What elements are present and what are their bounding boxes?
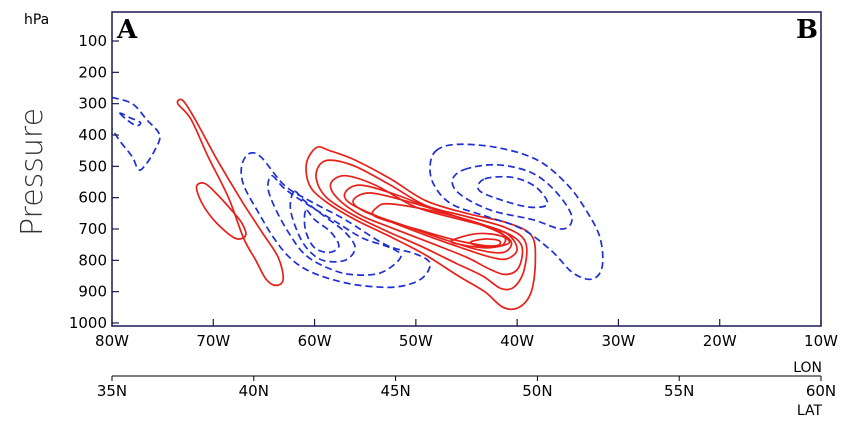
positive-contour [469, 238, 502, 248]
y-tick-label: 700 [78, 220, 107, 238]
negative-contour [429, 143, 604, 281]
lon-axis: 80W 70W 60W 50W 40W 30W 20W 10W [95, 319, 838, 350]
negative-contour [112, 96, 161, 171]
lon-tick-label: 10W [804, 332, 838, 350]
lat-axis: 35N 40N 45N 50N 55N 60N [97, 375, 836, 400]
lon-tick-label: 30W [601, 332, 635, 350]
negative-contour [119, 112, 142, 127]
plot-frame [111, 11, 822, 327]
negative-contour [240, 151, 431, 289]
lat-tick-label: 45N [380, 382, 410, 400]
y-tick-label: 800 [78, 251, 107, 269]
lon-tick-label: 60W [298, 332, 332, 350]
y-unit-label: hPa [24, 12, 49, 28]
contour-layer [112, 96, 604, 311]
y-axis: 100 200 300 400 500 600 700 800 900 1000 [69, 32, 119, 332]
negative-contour [303, 209, 340, 254]
negative-contour [477, 175, 549, 209]
lat-tick-label: 50N [522, 382, 552, 400]
corner-label-a: A [116, 15, 138, 45]
corner-label-b: B [796, 15, 818, 45]
positive-contour [305, 145, 537, 311]
lon-axis-title: LON [793, 360, 822, 376]
positive-contour [315, 159, 528, 291]
y-tick-label: 900 [78, 283, 107, 301]
positive-contour [450, 232, 511, 249]
lat-tick-label: 40N [239, 382, 269, 400]
positive-contour [195, 182, 247, 240]
negative-contour [289, 190, 356, 263]
y-tick-label: 200 [78, 63, 107, 81]
y-tick-label: 1000 [69, 314, 107, 332]
lat-axis-title: LAT [797, 403, 823, 419]
y-tick-label: 600 [78, 189, 107, 207]
lat-tick-label: 35N [97, 382, 127, 400]
lon-tick-label: 40W [500, 332, 534, 350]
lon-tick-label: 80W [95, 332, 129, 350]
negative-contour [451, 163, 573, 230]
y-tick-label: 400 [78, 126, 107, 144]
positive-contour [176, 98, 285, 287]
y-tick-label: 500 [78, 157, 107, 175]
lat-tick-label: 60N [806, 382, 836, 400]
y-axis-title: Pressure [15, 108, 50, 236]
y-tick-label: 300 [78, 95, 107, 113]
lat-tick-label: 55N [664, 382, 694, 400]
negative-contour [267, 174, 402, 276]
y-tick-label: 100 [78, 32, 107, 50]
lon-tick-label: 70W [196, 332, 230, 350]
lon-tick-label: 50W [399, 332, 433, 350]
positive-contour [329, 174, 524, 276]
lon-tick-label: 20W [703, 332, 737, 350]
